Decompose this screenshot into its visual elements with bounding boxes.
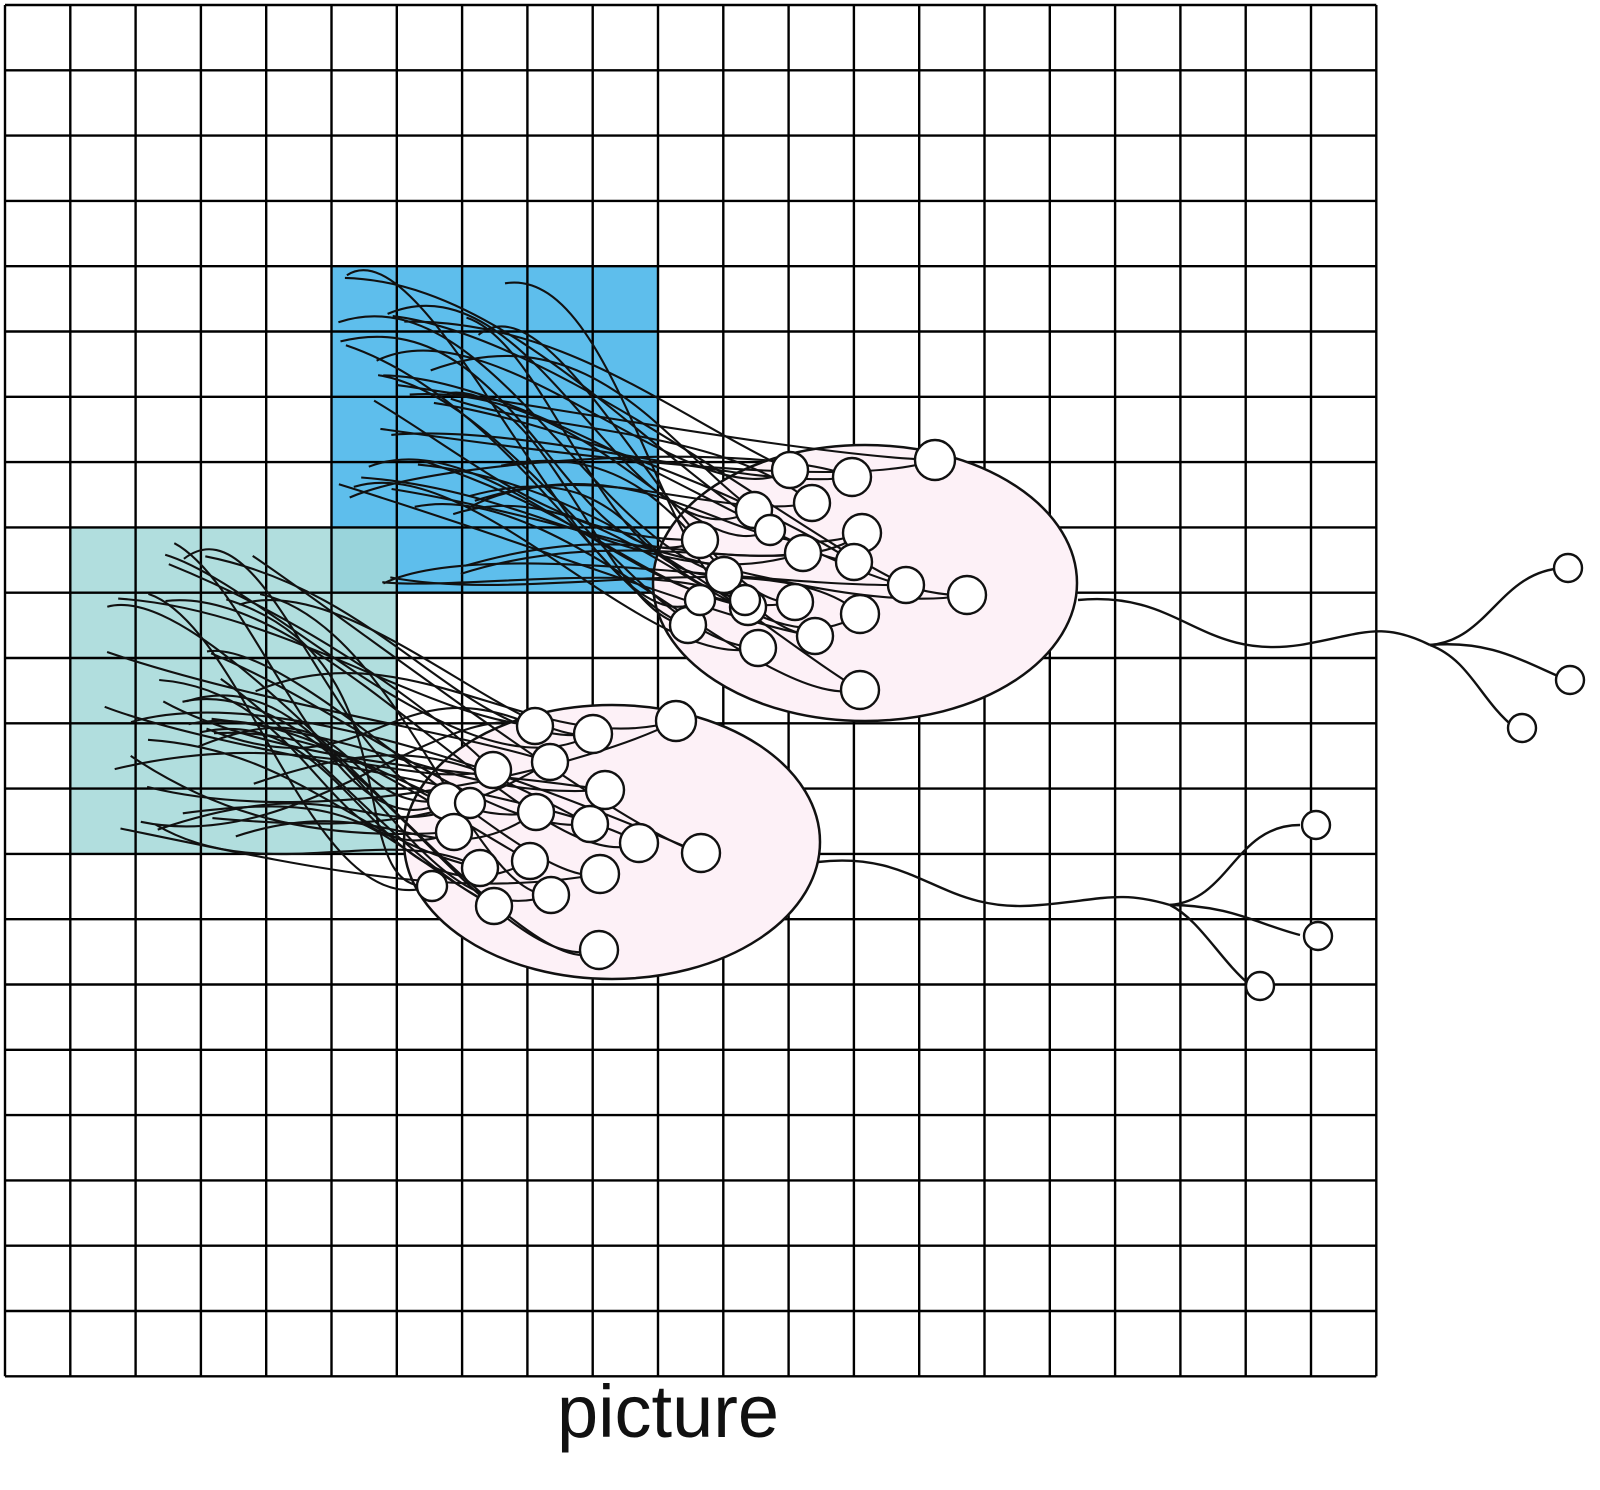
dendrite-node — [839, 593, 881, 635]
axon-terminal — [1244, 970, 1276, 1002]
dendrite-node — [530, 742, 570, 782]
dendrite-fibre — [430, 355, 755, 511]
dendrite-node — [579, 853, 621, 895]
axon-terminal — [1302, 920, 1334, 952]
axon-terminal — [1300, 809, 1332, 841]
dendrite-node — [795, 616, 835, 656]
dendrite-fibre — [147, 738, 481, 870]
axon-branch — [1429, 643, 1516, 729]
dendrite-fibre — [118, 597, 536, 728]
axon-branch — [1169, 903, 1251, 986]
axon-terminal — [1552, 552, 1584, 584]
axon-branch — [1429, 643, 1568, 682]
receptive-field-lower — [70, 527, 397, 854]
dendrite-fibre — [173, 542, 447, 811]
dendrite-fibre — [140, 720, 536, 828]
dendrite-fibre — [255, 672, 677, 730]
dendrite-node — [775, 582, 815, 622]
dendrite-fibre — [414, 503, 861, 693]
dendrite-fibre — [346, 269, 701, 608]
dendrite-fibre — [164, 553, 594, 749]
dendrite-fibre — [409, 393, 771, 538]
dendrite-fibre — [338, 483, 816, 638]
dendrite-fibre — [376, 349, 791, 480]
dendrite-node — [680, 520, 720, 560]
dendrite-fibre — [361, 476, 804, 566]
dendrite-fibre — [353, 481, 759, 652]
neuron-layer — [104, 269, 1586, 1002]
dendrite-node — [683, 583, 717, 617]
axon — [1077, 597, 1431, 649]
neuron-lower — [104, 542, 1334, 1002]
dendrite-node — [839, 669, 881, 711]
dendrite-node — [738, 628, 778, 668]
axon-branch — [1169, 903, 1301, 937]
dendrite-node — [415, 869, 449, 903]
dendrite-fibre — [130, 755, 455, 835]
dendrite-node — [770, 450, 810, 490]
dendrite-fibre — [252, 555, 702, 855]
dendrite-node — [834, 542, 874, 582]
dendrite-node — [792, 483, 832, 523]
dendrite-fibre — [197, 726, 447, 803]
axon-branch — [1169, 823, 1301, 907]
dendrite-node — [654, 699, 698, 743]
dendrite-node — [886, 565, 926, 605]
dendrite-fibre — [159, 678, 455, 842]
dendrite-fibre — [148, 592, 433, 891]
dendrite-node — [578, 929, 620, 971]
dendrite-fibre — [387, 304, 755, 521]
dendrite-fibre — [211, 717, 606, 793]
dendrite-node — [680, 832, 722, 874]
dendrite-node — [783, 533, 823, 573]
dendrite-node — [704, 555, 744, 595]
dendrite-fibre — [238, 598, 594, 736]
dendrite-fibre — [397, 384, 936, 462]
axon-branch — [1429, 566, 1566, 647]
dendrite-fibre — [466, 316, 725, 577]
dendrite-fibre — [380, 427, 936, 474]
dendrite-node — [946, 574, 988, 616]
dendrite-fibre — [259, 593, 552, 897]
picture-caption: picture — [556, 1370, 780, 1453]
dendrite-fibre — [373, 399, 701, 542]
dendrite-fibre — [345, 344, 689, 627]
dendrite-fibre — [220, 678, 495, 907]
dendrite-node — [584, 769, 626, 811]
dendrite-fibre — [107, 603, 600, 956]
axon-terminal — [1554, 664, 1586, 696]
dendrite-node — [753, 513, 787, 547]
dendrite-fibre — [382, 562, 907, 587]
dendrite-fibre — [157, 802, 471, 831]
dendrite-fibre — [338, 315, 725, 577]
axon-terminal — [1506, 712, 1538, 744]
dendrite-node — [510, 841, 550, 881]
dendrite-fibre — [162, 700, 606, 792]
neuron-upper — [338, 269, 1586, 744]
dendrite-node — [728, 583, 762, 617]
dendrite-fibre — [404, 320, 791, 471]
dendrite-node — [570, 804, 610, 844]
axon — [817, 859, 1171, 908]
dendrite-node — [474, 886, 514, 926]
dendrite-node — [831, 456, 873, 498]
dendrite-node — [460, 848, 500, 888]
dendrite-fibre — [154, 823, 481, 869]
dendrite-fibre — [225, 598, 433, 888]
dendrite-fibre — [206, 707, 536, 749]
dendrite-node — [453, 786, 487, 820]
dendrite-node — [473, 750, 513, 790]
dendrite-fibre — [377, 374, 759, 650]
dendrite-node — [618, 822, 660, 864]
dendrite-node — [913, 438, 957, 482]
dendrite-node — [434, 812, 474, 852]
dendrite-node — [516, 792, 556, 832]
dendrite-fibre — [417, 463, 861, 691]
dendrite-fibre — [106, 651, 551, 763]
dendrite-node — [515, 706, 555, 746]
dendrite-fibre — [206, 650, 601, 877]
dendrite-node — [572, 713, 614, 755]
dendrite-node — [531, 875, 571, 915]
